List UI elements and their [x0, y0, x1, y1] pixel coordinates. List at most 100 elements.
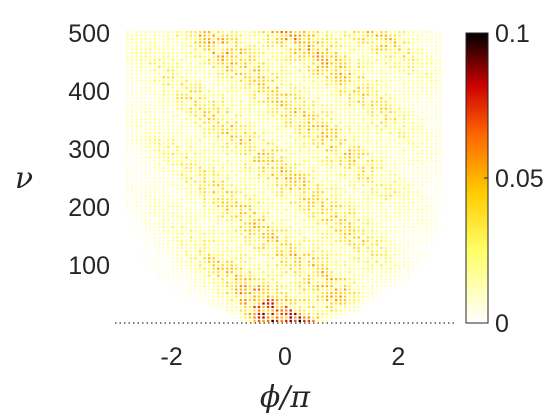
heatmap-cell — [312, 222, 315, 225]
heatmap-cell — [217, 170, 220, 173]
heatmap-cell — [207, 72, 211, 75]
heatmap-cell — [407, 142, 410, 145]
heatmap-cell — [411, 159, 415, 162]
heatmap-cell — [321, 215, 324, 218]
heatmap-cell — [325, 163, 329, 166]
heatmap-cell — [167, 274, 170, 277]
heatmap-cell — [294, 65, 297, 68]
heatmap-cell — [316, 65, 320, 68]
heatmap-cell — [393, 163, 397, 166]
heatmap-cell — [371, 149, 374, 152]
heatmap-cell — [298, 281, 301, 284]
heatmap-cell — [434, 215, 437, 218]
heatmap-cell — [312, 191, 315, 194]
heatmap-cell — [149, 114, 152, 117]
heatmap-cell — [294, 302, 297, 305]
heatmap-cell — [257, 316, 261, 319]
heatmap-cell — [353, 111, 356, 114]
heatmap-cell — [266, 288, 270, 291]
heatmap-cell — [380, 62, 383, 65]
heatmap-cell — [434, 65, 437, 68]
heatmap-cell — [144, 222, 147, 225]
heatmap-cell — [162, 229, 165, 232]
heatmap-cell — [289, 281, 292, 284]
heatmap-cell — [380, 222, 383, 225]
heatmap-cell — [203, 51, 206, 55]
heatmap-cell — [248, 51, 252, 55]
heatmap-cell — [280, 163, 283, 166]
heatmap-cell — [194, 65, 197, 68]
heatmap-cell — [144, 97, 147, 100]
heatmap-cell — [257, 135, 261, 138]
heatmap-cell — [135, 86, 138, 89]
heatmap-cell — [330, 236, 333, 239]
heatmap-cell — [316, 121, 320, 124]
heatmap-cell — [380, 180, 383, 183]
heatmap-cell — [289, 316, 292, 319]
heatmap-cell — [393, 145, 397, 148]
heatmap-cell — [366, 83, 369, 86]
heatmap-cell — [357, 222, 360, 225]
heatmap-cell — [325, 51, 329, 55]
heatmap-cell — [357, 135, 360, 138]
heatmap-cell — [312, 177, 315, 180]
heatmap-cell — [366, 145, 369, 148]
heatmap-cell — [194, 215, 197, 218]
heatmap-cell — [235, 118, 238, 121]
heatmap-cell — [185, 236, 188, 239]
heatmap-cell — [248, 201, 252, 204]
heatmap-cell — [285, 163, 288, 166]
heatmap-cell — [312, 215, 315, 218]
heatmap-cell — [130, 79, 134, 82]
heatmap-cell — [212, 184, 215, 187]
heatmap-cell — [226, 170, 229, 173]
heatmap-cell — [280, 107, 283, 110]
heatmap-cell — [303, 93, 306, 96]
heatmap-cell — [207, 278, 211, 281]
heatmap-cell — [402, 212, 406, 215]
heatmap-cell — [384, 218, 388, 222]
heatmap-cell — [244, 100, 247, 103]
heatmap-cell — [235, 149, 238, 152]
heatmap-cell — [366, 152, 369, 155]
heatmap-cell — [207, 93, 211, 96]
heatmap-cell — [239, 114, 243, 117]
heatmap-cell — [366, 131, 369, 135]
heatmap-cell — [203, 159, 206, 162]
heatmap-cell — [312, 305, 315, 309]
heatmap-cell — [176, 198, 179, 201]
heatmap-cell — [357, 218, 360, 222]
heatmap-cell — [167, 152, 170, 155]
heatmap-cell — [330, 292, 333, 295]
heatmap-cell — [298, 222, 301, 225]
heatmap-cell — [235, 299, 238, 302]
heatmap-cell — [194, 93, 197, 96]
heatmap-cell — [375, 51, 379, 55]
heatmap-cell — [303, 260, 306, 263]
heatmap-cell — [339, 114, 342, 117]
heatmap-cell — [212, 264, 215, 267]
heatmap-cell — [375, 79, 379, 82]
heatmap-cell — [248, 295, 252, 298]
heatmap-cell — [135, 142, 138, 145]
heatmap-cell — [262, 79, 265, 82]
heatmap-cell — [316, 48, 320, 51]
heatmap-cell — [130, 152, 134, 155]
heatmap-cell — [339, 138, 342, 142]
heatmap-cell — [167, 118, 170, 121]
heatmap-cell — [280, 302, 283, 305]
heatmap-cell — [416, 107, 419, 110]
heatmap-cell — [375, 184, 379, 187]
heatmap-cell — [393, 114, 397, 117]
heatmap-cell — [411, 222, 415, 225]
heatmap-cell — [257, 239, 261, 242]
heatmap-cell — [203, 173, 206, 176]
heatmap-cell — [425, 232, 428, 235]
heatmap-cell — [176, 212, 179, 215]
heatmap-cell — [176, 229, 179, 232]
heatmap-cell — [416, 260, 419, 263]
heatmap-cell — [393, 222, 397, 225]
heatmap-cell — [171, 180, 175, 183]
heatmap-cell — [294, 299, 297, 302]
heatmap-cell — [262, 260, 265, 263]
